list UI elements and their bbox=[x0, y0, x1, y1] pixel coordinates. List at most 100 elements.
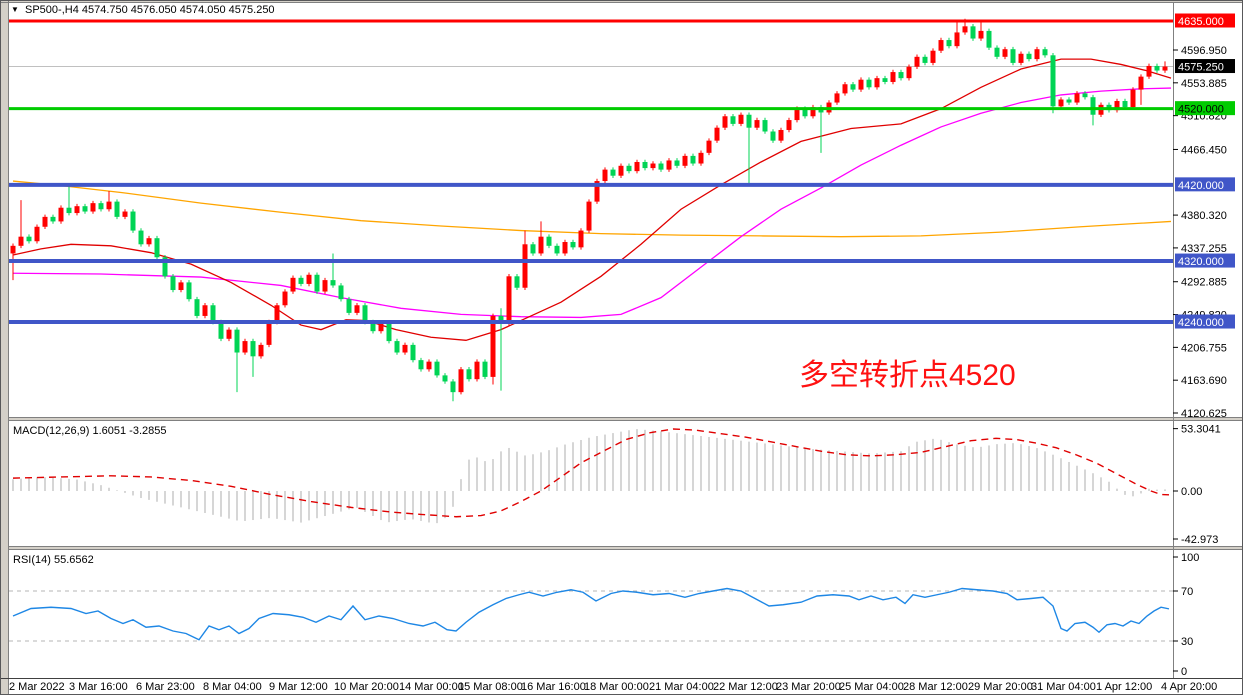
candle-body bbox=[1018, 53, 1024, 63]
candle-body bbox=[506, 276, 512, 324]
macd-pane[interactable] bbox=[9, 421, 1173, 547]
candle-body bbox=[450, 381, 456, 393]
candle-body bbox=[554, 245, 560, 254]
candle-body bbox=[10, 245, 16, 254]
candle-body bbox=[586, 201, 592, 231]
mid-ma-line bbox=[12, 87, 1172, 319]
price-badge-4240-label: 4240.000 bbox=[1178, 317, 1224, 329]
candle-body bbox=[226, 329, 232, 339]
price-badge-4635 bbox=[1175, 13, 1235, 28]
rsi-axis-label: 100 bbox=[1181, 552, 1199, 564]
candle-body bbox=[1114, 101, 1120, 111]
candle-body bbox=[538, 236, 544, 254]
candle-body bbox=[266, 322, 272, 345]
candle-body bbox=[394, 341, 400, 353]
price-badge-4320 bbox=[1175, 253, 1235, 268]
annotation-text[interactable]: 多空转折点4520 bbox=[799, 359, 1016, 392]
candle-body bbox=[362, 305, 368, 323]
candle-body bbox=[322, 280, 328, 292]
candle-body bbox=[698, 152, 704, 164]
rsi-line bbox=[12, 587, 1170, 641]
candle-body bbox=[170, 276, 176, 291]
candle-body bbox=[562, 242, 568, 254]
price-tick-label: 4337.255 bbox=[1181, 243, 1227, 255]
candle-body bbox=[178, 282, 184, 291]
time-axis-label: 29 Mar 20:00 bbox=[968, 681, 1033, 693]
candle-body bbox=[602, 169, 608, 182]
price-tick-label: 4380.320 bbox=[1181, 210, 1227, 222]
candle-body bbox=[1122, 101, 1128, 108]
candle-body bbox=[642, 161, 648, 169]
candle-body bbox=[210, 305, 216, 323]
time-axis-label: 15 Mar 08:00 bbox=[458, 681, 523, 693]
price-tick-label: 4206.755 bbox=[1181, 342, 1227, 354]
candle-body bbox=[1066, 99, 1072, 103]
candle-body bbox=[786, 120, 792, 130]
chart-background bbox=[9, 3, 1242, 694]
candle-body bbox=[218, 322, 224, 339]
candle-body bbox=[1010, 49, 1016, 63]
pane-divider[interactable] bbox=[9, 547, 1242, 549]
time-axis-label: 31 Mar 04:00 bbox=[1031, 681, 1096, 693]
price-tick-label: 4292.885 bbox=[1181, 277, 1227, 289]
candle-body bbox=[1146, 65, 1152, 77]
time-axis-label: 16 Mar 16:00 bbox=[521, 681, 586, 693]
candle-body bbox=[338, 285, 344, 300]
candle-body bbox=[626, 165, 632, 172]
candle-body bbox=[482, 361, 488, 377]
candle-body bbox=[714, 127, 720, 141]
time-axis-label: 10 Mar 20:00 bbox=[334, 681, 399, 693]
candle-body bbox=[666, 160, 672, 170]
candle-body bbox=[866, 79, 872, 88]
candle-body bbox=[114, 201, 120, 217]
candle-body bbox=[426, 361, 432, 370]
candle-body bbox=[330, 280, 336, 286]
candle-body bbox=[402, 344, 408, 353]
candle-body bbox=[298, 277, 304, 284]
candle-body bbox=[434, 361, 440, 376]
candle-body bbox=[130, 211, 136, 231]
candle-body bbox=[778, 129, 784, 141]
price-tick-label: 4163.690 bbox=[1181, 375, 1227, 387]
candle-body bbox=[474, 361, 480, 380]
price-tick-label: 4466.450 bbox=[1181, 144, 1227, 156]
price-badge-4520-label: 4520.000 bbox=[1178, 104, 1224, 116]
price-badge-4240 bbox=[1175, 314, 1235, 329]
candle-body bbox=[570, 242, 576, 248]
candle-body bbox=[58, 207, 64, 222]
candle-body bbox=[82, 206, 88, 212]
candle-body bbox=[858, 79, 864, 90]
candle-body bbox=[354, 305, 360, 313]
candle-body bbox=[1082, 93, 1088, 98]
candle-body bbox=[522, 244, 528, 288]
current-price-badge bbox=[1175, 59, 1235, 74]
candle-body bbox=[682, 155, 688, 166]
candle-body bbox=[978, 30, 984, 39]
price-badge-4520 bbox=[1175, 101, 1235, 116]
candle-body bbox=[1154, 65, 1160, 71]
rsi-pane[interactable] bbox=[9, 550, 1173, 677]
candle-body bbox=[762, 120, 768, 132]
time-axis-label: 4 Apr 20:00 bbox=[1161, 681, 1217, 693]
candle-body bbox=[466, 369, 472, 380]
candle-body bbox=[690, 155, 696, 164]
pane-divider[interactable] bbox=[9, 418, 1242, 420]
candle-body bbox=[1074, 93, 1080, 103]
candle-body bbox=[458, 369, 464, 393]
price-tick-label: 4553.885 bbox=[1181, 78, 1227, 90]
candle-body bbox=[138, 230, 144, 245]
candle-body bbox=[906, 66, 912, 79]
candle-body bbox=[146, 238, 152, 245]
candle-body bbox=[914, 56, 920, 67]
candle-body bbox=[290, 277, 296, 292]
candle-body bbox=[770, 131, 776, 141]
candle-body bbox=[314, 274, 320, 292]
candle-body bbox=[282, 291, 288, 306]
candle-body bbox=[938, 40, 944, 51]
time-axis-label: 25 Mar 04:00 bbox=[839, 681, 904, 693]
candle-body bbox=[618, 165, 624, 176]
candle-body bbox=[706, 140, 712, 153]
candle-body bbox=[730, 116, 736, 124]
candle-body bbox=[994, 47, 1000, 57]
time-axis-label: 1 Apr 12:00 bbox=[1096, 681, 1152, 693]
